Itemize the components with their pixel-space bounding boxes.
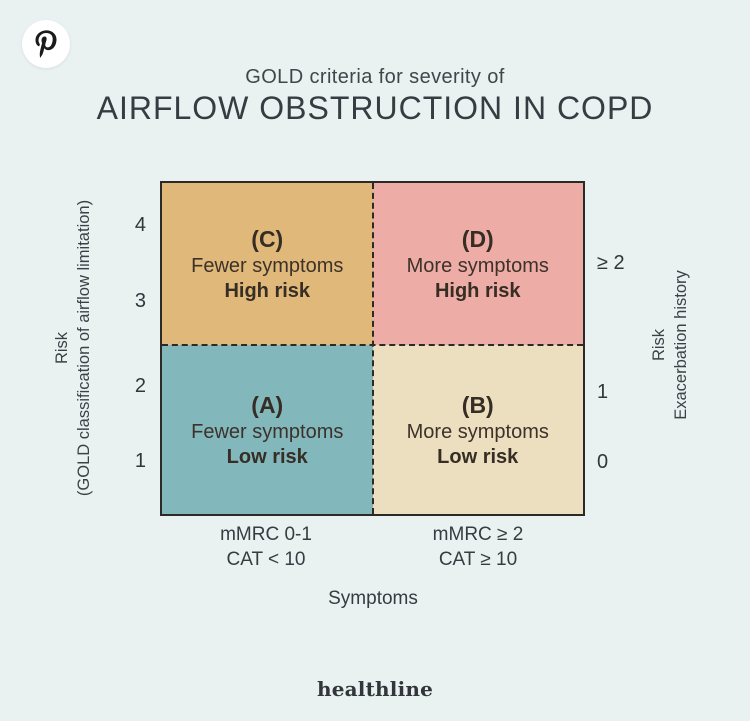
quadrant-a-symptoms: Fewer symptoms [191, 420, 344, 443]
pinterest-badge[interactable] [22, 20, 70, 68]
quadrant-d-label: (D) [461, 226, 494, 253]
quadrant-b: (B) More symptoms Low risk [372, 345, 583, 514]
x-axis-right-line2: CAT ≥ 10 [438, 549, 518, 570]
pinterest-icon [35, 30, 57, 58]
chart-subtitle: GOLD criteria for severity of [245, 66, 505, 88]
horizontal-dashed-divider [162, 344, 583, 347]
quadrant-c: (C) Fewer symptoms High risk [162, 183, 373, 346]
quadrant-a-label: (A) [251, 391, 284, 418]
quadrant-a: (A) Fewer symptoms Low risk [162, 345, 373, 514]
quadrant-b-risk: Low risk [437, 445, 519, 468]
quadrant-d-symptoms: More symptoms [406, 255, 549, 278]
quadrant-c-symptoms: Fewer symptoms [191, 255, 344, 278]
left-axis-title-line2: (GOLD classification of airflow limitati… [75, 199, 93, 497]
x-axis-left-line2: CAT < 10 [226, 549, 306, 570]
x-axis-right-line1: mMRC ≥ 2 [432, 524, 524, 545]
right-axis-title-line2: Exacerbation history [672, 270, 690, 420]
x-axis-left-line1: mMRC 0-1 [220, 524, 312, 545]
right-axis-title-line1: Risk [650, 328, 668, 362]
left-axis-title: Risk (GOLD classification of airflow lim… [51, 138, 95, 558]
quadrant-d-risk: High risk [434, 280, 521, 303]
quadrant-d: (D) More symptoms High risk [372, 183, 583, 346]
vertical-dashed-divider [371, 183, 374, 514]
left-axis-title-line1: Risk [53, 331, 71, 365]
x-axis-left-column-label: mMRC 0-1 CAT < 10 [186, 522, 346, 572]
healthline-logo: healthline [316, 677, 434, 701]
x-axis-title: Symptoms [328, 588, 418, 609]
left-axis-tick-2: 2 [134, 375, 146, 397]
left-axis-tick-4: 4 [134, 214, 146, 236]
quadrant-c-risk: High risk [224, 280, 311, 303]
quadrant-c-label: (C) [251, 226, 284, 253]
left-axis-tick-1: 1 [134, 450, 146, 472]
quadrant-b-label: (B) [461, 391, 494, 418]
right-axis-tick-0: 0 [597, 451, 609, 473]
left-axis-tick-3: 3 [134, 290, 146, 312]
quadrant-b-symptoms: More symptoms [406, 420, 549, 443]
chart-title: AIRFLOW OBSTRUCTION IN COPD [96, 90, 654, 126]
right-axis-title: Risk Exacerbation history [648, 135, 692, 555]
x-axis-right-column-label: mMRC ≥ 2 CAT ≥ 10 [398, 522, 558, 572]
quadrant-a-risk: Low risk [226, 445, 308, 468]
quadrant-plot: (C) Fewer symptoms High risk (D) More sy… [160, 181, 585, 516]
right-axis-tick-ge2: ≥ 2 [597, 252, 625, 274]
right-axis-tick-1: 1 [597, 381, 609, 403]
